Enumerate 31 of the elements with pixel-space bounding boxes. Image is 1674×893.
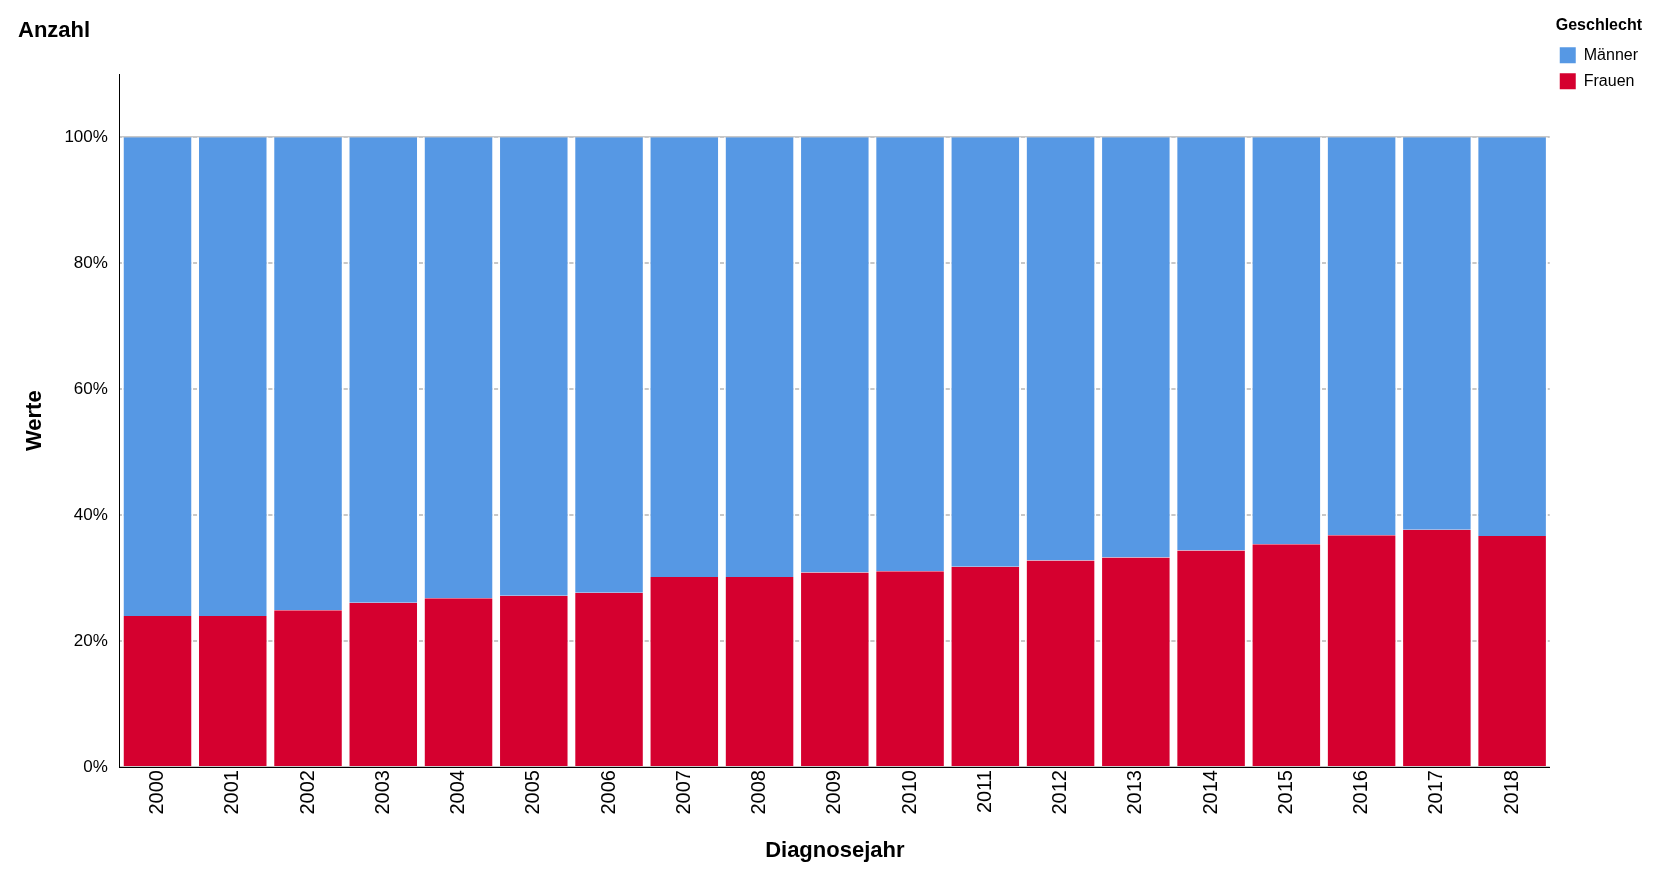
legend-title: Geschlecht [1555, 16, 1643, 34]
y-axis-title: Werte [21, 390, 47, 452]
x-tick-label: 2014 [1198, 770, 1221, 815]
x-axis-title: Diagnosejahr [765, 836, 905, 862]
x-tick-label: 2004 [446, 770, 469, 815]
x-tick-label: 2003 [370, 770, 393, 815]
x-tick-label: 2015 [1273, 770, 1296, 815]
x-tick-label: 2000 [145, 770, 168, 815]
y-tick-label: 20% [73, 630, 108, 650]
x-tick-label: 2016 [1349, 770, 1372, 815]
x-tick-label: 2011 [972, 770, 995, 814]
x-tick-label: 2007 [671, 770, 694, 815]
y-tick-label: 100% [64, 127, 108, 147]
y-tick-label: 0% [83, 756, 108, 776]
x-tick-label: 2006 [596, 770, 619, 815]
x-tick-label: 2005 [521, 770, 544, 815]
x-tick-label: 2018 [1499, 770, 1522, 815]
x-tick-label: 2002 [295, 770, 318, 815]
y-tick-label: 60% [73, 378, 108, 398]
x-tick-label: 2012 [1048, 770, 1071, 815]
x-tick-label: 2010 [897, 770, 920, 815]
legend-label: Männer [1583, 45, 1639, 63]
x-tick-label: 2009 [822, 770, 845, 815]
x-tick-label: 2013 [1123, 770, 1146, 815]
y-tick-label: 80% [73, 253, 108, 273]
y-tick-label: 40% [73, 504, 108, 524]
legend-label: Frauen [1583, 71, 1635, 89]
x-tick-label: 2017 [1424, 770, 1447, 815]
x-tick-label: 2008 [747, 770, 770, 815]
chart-title: Anzahl [18, 17, 91, 43]
x-tick-label: 2001 [220, 770, 243, 815]
